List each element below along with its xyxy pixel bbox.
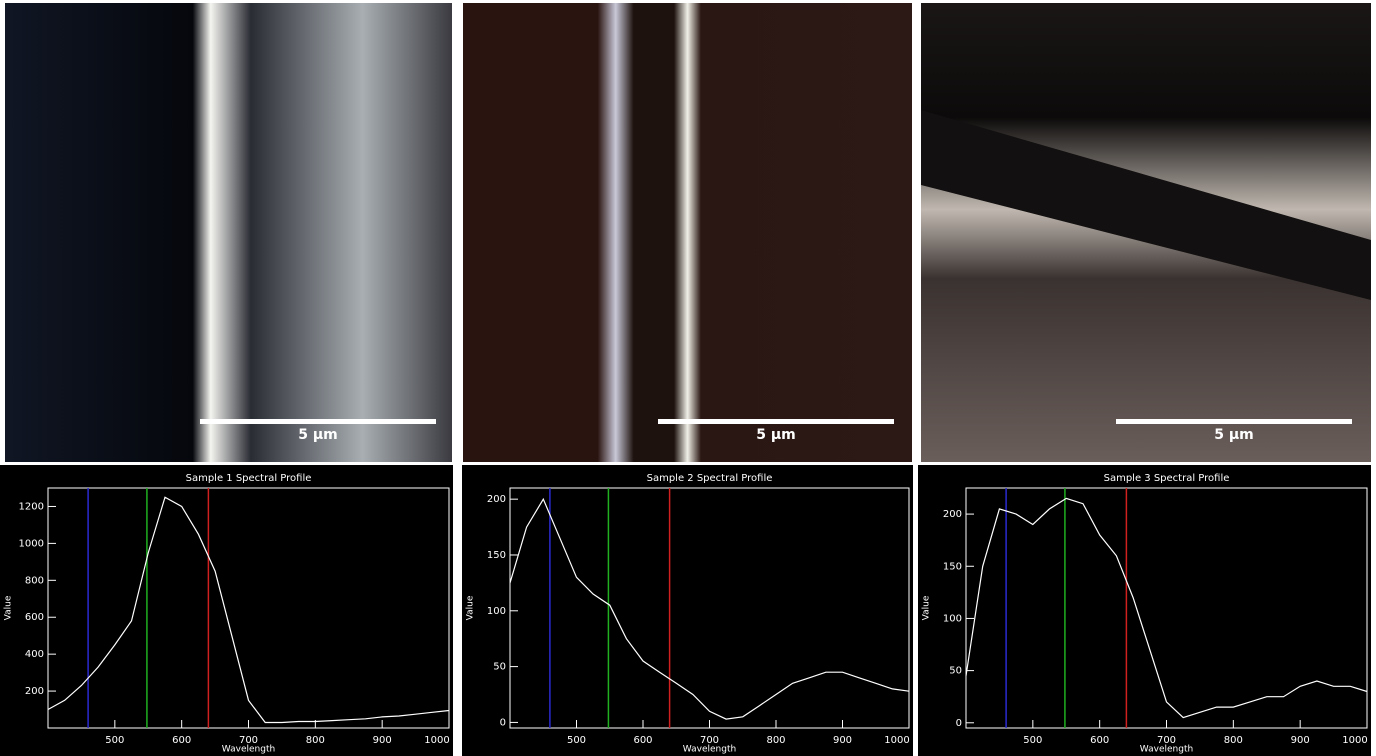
x-tick-label: 800 xyxy=(766,735,785,746)
x-tick-label: 700 xyxy=(239,735,258,746)
chart-title: Sample 3 Spectral Profile xyxy=(1104,473,1230,484)
scale-bar xyxy=(658,419,894,424)
y-tick-label: 50 xyxy=(493,662,506,673)
x-tick-label: 800 xyxy=(306,735,325,746)
chart-title: Sample 2 Spectral Profile xyxy=(647,473,773,484)
x-tick-label: 700 xyxy=(1157,735,1176,746)
y-tick-label: 100 xyxy=(943,613,962,624)
y-axis-label: Value xyxy=(4,595,14,620)
spectrum-line xyxy=(509,497,910,720)
x-tick-label: 900 xyxy=(1291,735,1310,746)
y-tick-label: 200 xyxy=(943,509,962,520)
y-tick-label: 400 xyxy=(25,649,44,660)
spectrum-line xyxy=(965,497,1368,719)
micrograph xyxy=(463,3,912,462)
y-tick-label: 100 xyxy=(487,606,506,617)
scale-bar xyxy=(1116,419,1352,424)
y-tick-label: 150 xyxy=(487,550,506,561)
y-tick-label: 200 xyxy=(25,686,44,697)
y-tick-label: 600 xyxy=(25,612,44,623)
scale-bar xyxy=(200,419,436,424)
y-tick-label: 0 xyxy=(500,717,506,728)
x-axis-label: Wavelength xyxy=(222,745,275,755)
x-tick-label: 600 xyxy=(633,735,652,746)
y-axis-label: Value xyxy=(922,595,932,620)
y-tick-label: 1200 xyxy=(19,501,44,512)
x-axis-label: Wavelength xyxy=(1140,745,1193,755)
x-tick-label: 600 xyxy=(172,735,191,746)
spectrum-line xyxy=(47,496,450,724)
x-tick-label: 900 xyxy=(373,735,392,746)
x-tick-label: 700 xyxy=(700,735,719,746)
x-tick-label: 900 xyxy=(833,735,852,746)
x-axis-label: Wavelength xyxy=(683,745,736,755)
x-tick-label: 1000 xyxy=(424,735,449,746)
x-tick-label: 1000 xyxy=(1342,735,1367,746)
y-tick-label: 150 xyxy=(943,561,962,572)
x-tick-label: 500 xyxy=(567,735,586,746)
x-tick-label: 600 xyxy=(1090,735,1109,746)
x-tick-label: 800 xyxy=(1224,735,1243,746)
chart-title: Sample 1 Spectral Profile xyxy=(186,473,312,484)
scale-bar-label: 5 µm xyxy=(756,427,796,443)
chart-background xyxy=(918,465,1371,756)
y-axis-label: Value xyxy=(466,595,476,620)
scale-bar-label: 5 µm xyxy=(1214,427,1254,443)
y-tick-label: 50 xyxy=(949,666,962,677)
chart-background xyxy=(0,465,453,756)
y-tick-label: 800 xyxy=(25,575,44,586)
y-tick-label: 200 xyxy=(487,494,506,505)
x-tick-label: 1000 xyxy=(884,735,909,746)
x-tick-label: 500 xyxy=(1023,735,1042,746)
chart-background xyxy=(462,465,913,756)
y-tick-label: 1000 xyxy=(19,538,44,549)
fiber xyxy=(921,110,1371,300)
micrograph xyxy=(5,3,452,462)
y-tick-label: 0 xyxy=(956,718,962,729)
scale-bar-label: 5 µm xyxy=(298,427,338,443)
x-tick-label: 500 xyxy=(105,735,124,746)
